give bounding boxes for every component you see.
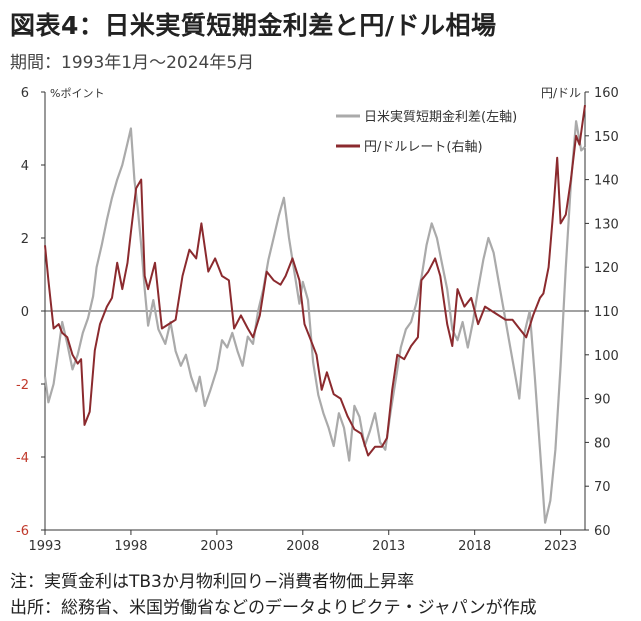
right-tick-label: 70 — [594, 480, 611, 495]
left-tick-label: -4 — [16, 451, 29, 466]
axes-layer: 6 4 2 0 -2 -4 -6 160 150 140 130 120 110 100 90 80 70 60 1… — [16, 86, 619, 554]
left-tick-label: 4 — [21, 159, 29, 174]
right-tick-label: 80 — [594, 436, 611, 451]
chart-subtitle: 期間：1993年1月～2024年5月 — [10, 53, 255, 73]
series-line-rate-diff — [43, 120, 586, 524]
right-tick-label: 110 — [594, 305, 619, 320]
left-axis-unit: %ポイント — [50, 87, 104, 100]
left-tick-label: 0 — [21, 305, 29, 320]
x-tick-label: 1998 — [114, 539, 147, 554]
right-tick-label: 150 — [594, 130, 619, 145]
chart-source: 出所：総務省、米国労働省などのデータよりピクテ・ジャパンが作成 — [10, 598, 537, 618]
right-tick-label: 120 — [594, 261, 619, 276]
series-line-yen-dollar — [44, 104, 586, 457]
left-tick-label: -6 — [16, 524, 29, 539]
x-tick-label: 2023 — [544, 539, 577, 554]
legend-label-yen: 円/ドルレート(右軸) — [364, 140, 483, 155]
x-tick-label: 2008 — [286, 539, 319, 554]
left-tick-label: 6 — [21, 86, 29, 101]
legend-label-diff: 日米実質短期金利差(左軸) — [364, 109, 517, 125]
right-axis-unit: 円/ドル — [541, 86, 581, 100]
right-tick-label: 160 — [594, 86, 619, 101]
series-layer — [43, 104, 586, 524]
left-tick-label: 2 — [21, 232, 29, 247]
right-tick-label: 60 — [594, 524, 611, 539]
x-tick-label: 2003 — [200, 539, 233, 554]
right-tick-label: 130 — [594, 217, 619, 232]
right-tick-label: 90 — [594, 393, 611, 408]
x-tick-label: 1993 — [28, 539, 61, 554]
chart-note: 注：実質金利はTB3か月物利回り−消費者物価上昇率 — [10, 572, 415, 592]
right-tick-label: 140 — [594, 174, 619, 189]
x-tick-label: 2013 — [372, 539, 405, 554]
chart-title: 図表4：日米実質短期金利差と円/ドル相場 — [10, 11, 497, 40]
left-tick-label: -2 — [16, 378, 29, 393]
x-tick-label: 2018 — [458, 539, 491, 554]
right-tick-label: 100 — [594, 349, 619, 364]
chart-legend: 日米実質短期金利差(左軸) 円/ドルレート(右軸) — [336, 109, 517, 155]
